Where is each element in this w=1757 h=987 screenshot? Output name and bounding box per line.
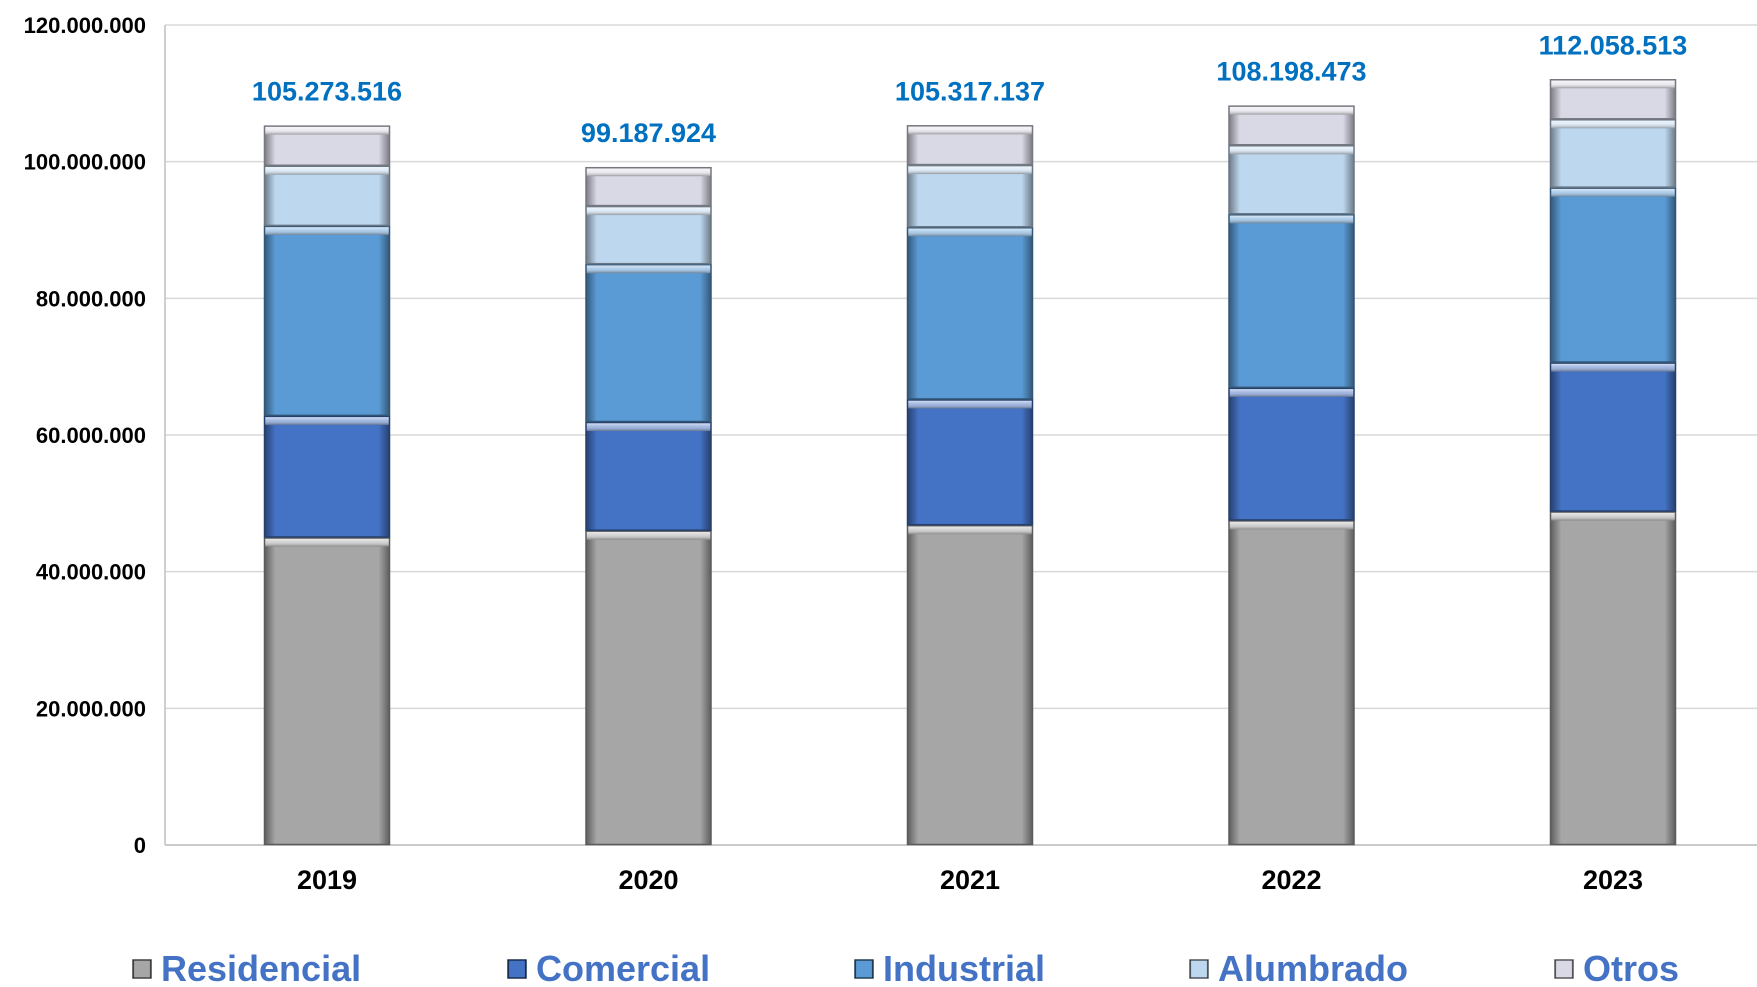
bar-segment-residencial (1549, 511, 1677, 846)
legend-label: Industrial (883, 948, 1045, 987)
y-tick-label: 60.000.000 (36, 423, 146, 448)
bar-segment-residencial (906, 524, 1034, 846)
bars (263, 79, 1677, 846)
x-tick-label: 2020 (618, 865, 678, 895)
bar-segment-comercial (585, 421, 712, 531)
bar-segment-industrial (1228, 214, 1355, 389)
bar-segment-industrial (263, 225, 391, 417)
bar-total-label: 108.198.473 (1216, 57, 1366, 87)
x-tick-label: 2019 (297, 865, 357, 895)
legend-item-comercial: Comercial (507, 948, 710, 987)
bar-segment-residencial (585, 530, 712, 846)
legend-label: Residencial (161, 948, 361, 987)
bar-segment-residencial (263, 537, 391, 846)
legend: Residencial Comercial Industrial Alumbrado O… (132, 948, 1679, 987)
total-labels: 105.273.516 99.187.924 105.317.137 108.198.… (252, 30, 1687, 148)
legend-item-otros: Otros (1554, 948, 1679, 987)
y-tick-label: 100.000.000 (24, 150, 146, 175)
bar-total-label: 105.273.516 (252, 77, 402, 107)
x-tick-label: 2021 (940, 865, 1000, 895)
bar-segment-otros (1549, 79, 1677, 120)
bar-segment-alumbrado (1549, 119, 1677, 188)
bar-total-label: 99.187.924 (581, 118, 716, 148)
bar-total-label: 112.058.513 (1539, 30, 1688, 60)
y-tick-label: 120.000.000 (24, 13, 146, 38)
legend-item-industrial: Industrial (854, 948, 1045, 987)
bar-segment-otros (585, 166, 712, 207)
y-tick-label: 80.000.000 (36, 286, 146, 311)
bar-segment-comercial (263, 415, 391, 538)
bar-segment-alumbrado (585, 205, 712, 265)
legend-item-residencial: Residencial (132, 948, 361, 987)
y-tick-label: 20.000.000 (36, 696, 146, 721)
legend-label: Comercial (536, 948, 710, 987)
bar-segment-otros (263, 125, 391, 167)
bar-segment-comercial (906, 399, 1034, 526)
bar-segment-otros (906, 125, 1034, 166)
x-tick-label: 2022 (1261, 865, 1321, 895)
bar-segment-comercial (1549, 362, 1677, 512)
bar-segment-alumbrado (906, 164, 1034, 228)
bar-segment-alumbrado (1228, 145, 1355, 215)
bar-segment-residencial (1228, 520, 1355, 846)
bar-segment-industrial (906, 227, 1034, 400)
x-axis-labels: 2019 2020 2021 2022 2023 (297, 865, 1643, 895)
legend-item-alumbrado: Alumbrado (1189, 948, 1408, 987)
y-tick-label: 40.000.000 (36, 560, 146, 585)
bar-segment-industrial (585, 263, 712, 423)
x-tick-label: 2023 (1583, 865, 1643, 895)
y-tick-label: 0 (134, 833, 146, 858)
bar-segment-otros (1228, 105, 1355, 146)
bar-segment-industrial (1549, 187, 1677, 363)
legend-label: Alumbrado (1218, 948, 1408, 987)
legend-label: Otros (1583, 948, 1679, 987)
bar-segment-comercial (1228, 387, 1355, 521)
bar-total-label: 105.317.137 (895, 76, 1045, 106)
bar-segment-alumbrado (263, 165, 391, 227)
